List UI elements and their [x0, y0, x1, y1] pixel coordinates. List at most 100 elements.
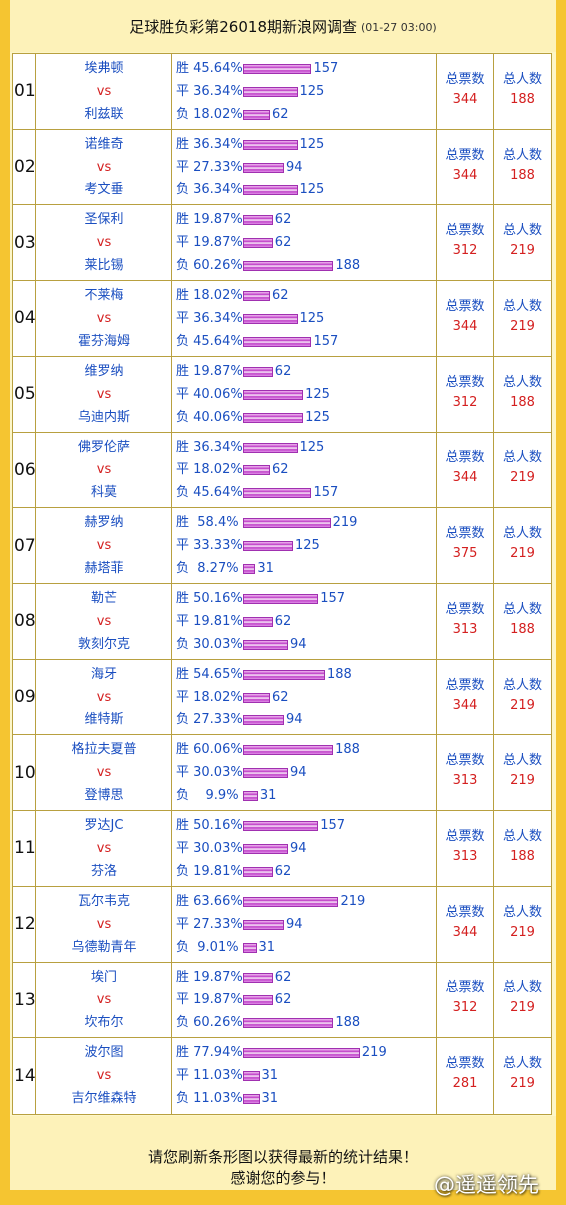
- home-team[interactable]: 勒芒: [90, 591, 117, 606]
- odds-line: 胜 19.87%: [176, 212, 243, 228]
- vote-count: 219: [340, 893, 366, 909]
- table-row: 01 埃弗顿 vs 利兹联 胜 45.64% 157 平 36.34% 125 负 18.02%…: [13, 54, 551, 130]
- vote-count: 31: [259, 788, 277, 804]
- odds-cell: 胜 19.87% 62 平 40.06% 125 负 40.06% 125: [172, 356, 437, 432]
- odds-line: 平 33.33%: [176, 538, 243, 554]
- odds-bar: [243, 185, 298, 196]
- odds-bar: [243, 639, 289, 650]
- vote-count: 62: [272, 288, 289, 304]
- odds-line: 平 30.03%: [176, 841, 243, 857]
- user-count-cell: 总人数 219: [494, 205, 551, 280]
- user-count-label: 总人数: [502, 526, 542, 542]
- vote-count: 219: [332, 515, 358, 531]
- ticket-count-label: 总票数: [445, 904, 485, 920]
- home-team[interactable]: 埃弗顿: [84, 61, 124, 76]
- odds-cell: 胜 50.16% 157 平 30.03% 94 负 19.81% 62: [172, 811, 437, 886]
- home-team[interactable]: 诺维奇: [84, 136, 124, 152]
- ticket-count-cell: 总票数 344: [437, 659, 494, 735]
- vote-count: 125: [294, 538, 320, 554]
- table-row: 02 诺维奇 vs 考文垂 胜 36.34% 125 平 27.33% 94 负 36.34% 1…: [13, 129, 551, 206]
- user-count-value: 219: [510, 1000, 535, 1016]
- home-team[interactable]: 圣保利: [84, 212, 124, 228]
- odds-cell: 胜 36.34% 125 平 18.02% 62 负 45.64% 157: [172, 432, 437, 508]
- vote-count: 62: [274, 363, 292, 379]
- odds-line: 平 11.03%: [176, 1068, 243, 1084]
- teams-cell: 埃弗顿 vs 利兹联: [36, 54, 172, 129]
- home-team[interactable]: 罗达JC: [84, 818, 124, 834]
- odds-line: 负 27.33%: [176, 712, 243, 728]
- ticket-count-cell: 总票数 344: [437, 281, 494, 356]
- home-team[interactable]: 不莱梅: [84, 288, 124, 304]
- odds-line: 胜 60.06%: [176, 742, 243, 758]
- footer-note: 请您刷新条形图以获得最新的统计结果！ 感谢您的参与！: [10, 1116, 556, 1190]
- ticket-count-value: 344: [452, 318, 478, 334]
- away-team[interactable]: 霍芬海姆: [77, 333, 130, 349]
- ticket-count-label: 总票数: [445, 601, 485, 617]
- away-team[interactable]: 登博思: [84, 788, 124, 804]
- match-index-cell: 07: [13, 508, 36, 583]
- odds-bar: [243, 261, 334, 272]
- away-team[interactable]: 莱比锡: [84, 258, 124, 274]
- odds-bar: [243, 389, 304, 400]
- survey-panel: 足球胜负彩第26018期新浪网调查 (01-27 03:00) 01 埃弗顿 vs 利…: [10, 0, 556, 1190]
- odds-label: 胜 19.87%: [176, 969, 243, 985]
- vote-count: 188: [335, 742, 360, 758]
- odds-label: 胜 63.66%: [176, 893, 243, 909]
- vs-label: vs: [96, 916, 112, 932]
- match-index-cell: 11: [13, 811, 36, 886]
- away-team[interactable]: 乌德勒青年: [71, 939, 137, 955]
- odds-label: 负 45.64%: [176, 485, 243, 501]
- vote-count: 125: [299, 439, 325, 455]
- ticket-count-cell: 总票数 375: [437, 508, 494, 583]
- away-team[interactable]: 考文垂: [84, 182, 124, 198]
- match-index-cell: 12: [13, 886, 36, 962]
- odds-label: 负 19.81%: [176, 863, 243, 879]
- match-index: 02: [14, 157, 36, 178]
- vote-count: 125: [299, 136, 325, 152]
- away-team[interactable]: 乌迪内斯: [77, 409, 130, 425]
- away-team[interactable]: 利兹联: [84, 106, 124, 122]
- home-team[interactable]: 瓦尔韦克: [77, 893, 130, 909]
- odds-label: 平 33.33%: [176, 538, 243, 554]
- home-team[interactable]: 赫罗纳: [84, 515, 124, 531]
- away-team[interactable]: 维特斯: [84, 712, 124, 728]
- away-team[interactable]: 坎布尔: [84, 1015, 124, 1031]
- odds-bar: [243, 669, 325, 680]
- odds-bar: [243, 768, 289, 779]
- teams-cell: 维罗纳 vs 乌迪内斯: [36, 356, 172, 432]
- odds-bar: [243, 1048, 360, 1059]
- teams-cell: 海牙 vs 维特斯: [36, 659, 172, 735]
- ticket-count-value: 281: [452, 1076, 478, 1092]
- odds-bar: [243, 1018, 334, 1029]
- home-team[interactable]: 海牙: [90, 666, 117, 682]
- odds-line: 胜 19.87%: [176, 970, 243, 986]
- user-count-label: 总人数: [502, 450, 542, 466]
- ticket-count-value: 344: [452, 470, 478, 486]
- home-team[interactable]: 格拉夫夏普: [71, 742, 137, 758]
- home-team[interactable]: 佛罗伦萨: [77, 439, 130, 455]
- user-count-cell: 总人数 188: [494, 811, 551, 886]
- home-team[interactable]: 波尔图: [84, 1045, 124, 1061]
- home-team[interactable]: 埃门: [90, 969, 117, 985]
- ticket-count-cell: 总票数 344: [437, 54, 494, 129]
- odds-cell: 胜 54.65% 188 平 18.02% 62 负 27.33% 94: [172, 659, 437, 735]
- match-index: 04: [14, 308, 36, 329]
- odds-bar: [243, 139, 298, 150]
- odds-line: 平 36.34%: [176, 84, 243, 100]
- user-count-cell: 总人数 219: [494, 281, 551, 356]
- away-team[interactable]: 芬洛: [90, 863, 117, 879]
- vote-count: 62: [274, 613, 292, 629]
- odds-line: 负 19.81%: [176, 864, 243, 880]
- away-team[interactable]: 科莫: [90, 485, 117, 501]
- away-team[interactable]: 吉尔维森特: [71, 1090, 137, 1106]
- match-index: 06: [14, 459, 36, 480]
- away-team[interactable]: 敦刻尔克: [77, 636, 130, 652]
- vs-label: vs: [96, 83, 112, 99]
- away-team[interactable]: 赫塔菲: [84, 560, 124, 576]
- teams-cell: 圣保利 vs 莱比锡: [36, 205, 172, 281]
- user-count-label: 总人数: [502, 677, 542, 693]
- vote-count: 62: [272, 462, 289, 478]
- home-team[interactable]: 维罗纳: [84, 363, 124, 379]
- odds-cell: 胜 19.87% 62 平 19.87% 62 负 60.26% 188: [172, 962, 437, 1038]
- odds-line: 胜 54.65%: [176, 667, 243, 683]
